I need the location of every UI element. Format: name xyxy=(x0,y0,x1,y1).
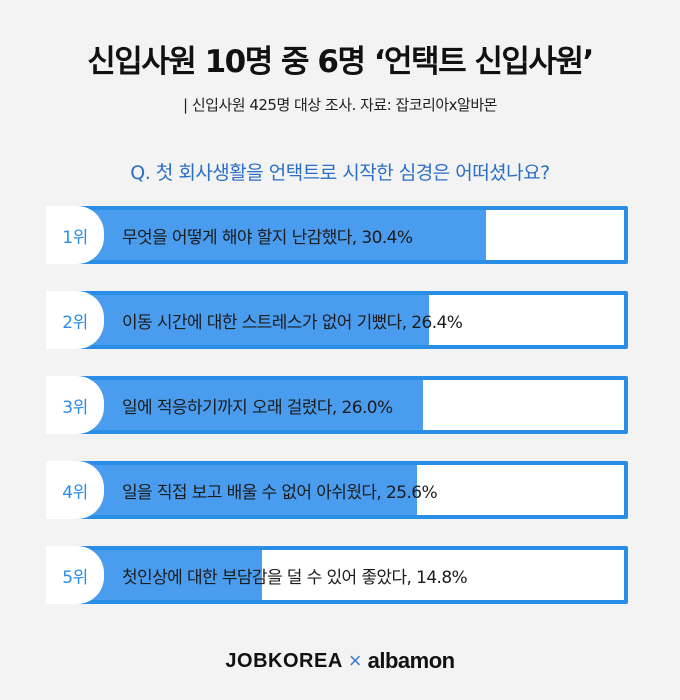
bar-label: 무엇을 어떻게 해야 할지 난감했다, 30.4% xyxy=(122,227,413,248)
bar-row: 5위 첫인상에 대한 부담감을 덜 수 있어 좋았다, 14.8% xyxy=(46,546,628,604)
bar-row: 2위 이동 시간에 대한 스트레스가 없어 기뻤다, 26.4% xyxy=(46,291,628,349)
bar-track xyxy=(50,465,624,515)
bar-track xyxy=(50,210,624,260)
bar-fill xyxy=(50,210,486,260)
chart-title: 신입사원 10명 중 6명 ‘언택트 신입사원’ xyxy=(87,44,594,80)
rank-badge: 5위 xyxy=(46,546,104,604)
bar-fill xyxy=(50,380,423,430)
bar-label: 일을 직접 보고 배울 수 없어 아쉬웠다, 25.6% xyxy=(122,482,438,503)
chart-subtitle: | 신입사원 425명 대상 조사. 자료: 잡코리아x알바몬 xyxy=(183,96,497,114)
rank-badge: 4위 xyxy=(46,461,104,519)
bar-track xyxy=(50,295,624,345)
bar-track xyxy=(50,380,624,430)
bar-fill xyxy=(50,295,429,345)
rank-badge: 2위 xyxy=(46,291,104,349)
rank-badge: 3위 xyxy=(46,376,104,434)
bar-row: 3위 일에 적응하기까지 오래 걸렸다, 26.0% xyxy=(46,376,628,434)
jobkorea-logo: JOBKOREA xyxy=(225,649,343,672)
bar-fill xyxy=(50,465,417,515)
bar-label: 이동 시간에 대한 스트레스가 없어 기뻤다, 26.4% xyxy=(122,312,463,333)
bar-row: 4위 일을 직접 보고 배울 수 없어 아쉬웠다, 25.6% xyxy=(46,461,628,519)
albamon-logo: albamon xyxy=(367,648,455,673)
survey-question: Q. 첫 회사생활을 언택트로 시작한 심경은 어떠셨나요? xyxy=(130,162,550,184)
times-separator: × xyxy=(348,648,362,673)
bar-label: 일에 적응하기까지 오래 걸렸다, 26.0% xyxy=(122,397,393,418)
rank-badge: 1위 xyxy=(46,206,104,264)
footer-logos: JOBKOREA × albamon xyxy=(0,648,680,674)
bar-row: 1위 무엇을 어떻게 해야 할지 난감했다, 30.4% xyxy=(46,206,628,264)
bar-label: 첫인상에 대한 부담감을 덜 수 있어 좋았다, 14.8% xyxy=(122,567,468,588)
